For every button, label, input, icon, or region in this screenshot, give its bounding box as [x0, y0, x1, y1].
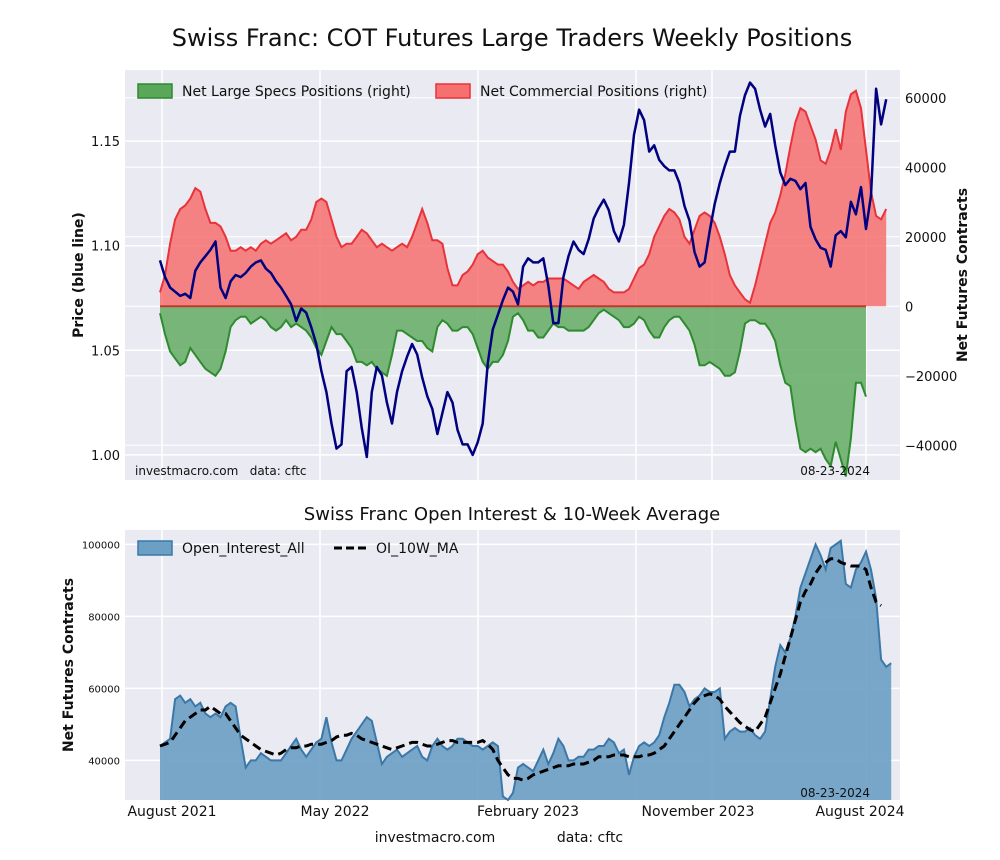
date-tick-2: February 2023 — [477, 804, 579, 820]
top-legend: Net Large Specs Positions (right) Net Co… — [137, 83, 707, 100]
price-line-group — [158, 81, 888, 459]
footer-source: investmacro.com — [375, 830, 495, 846]
oi-tick-labels: 40000 60000 80000 100000 — [82, 540, 120, 767]
contracts-tick-5: 60000 — [905, 92, 946, 107]
oi-tick-3: 100000 — [82, 540, 120, 551]
date-tick-3: November 2023 — [642, 804, 755, 820]
contracts-axis-label: Net Futures Contracts — [955, 188, 971, 362]
open-interest-area — [160, 540, 892, 800]
open-interest-panel: 40000 60000 80000 100000 August 2021 May 202… — [61, 530, 905, 820]
bottom-legend: Open_Interest_All OI_10W_MA — [137, 540, 459, 557]
price-tick-3: 1.15 — [91, 135, 120, 150]
bottom-grid — [125, 530, 900, 800]
date-tick-4: August 2024 — [815, 804, 904, 820]
bottom-date-stamp: 08-23-2024 — [800, 786, 870, 800]
legend-oi-label: Open_Interest_All — [182, 541, 305, 557]
footer-data: data: cftc — [557, 830, 623, 846]
ma-line-group — [159, 557, 882, 782]
oi-axis-label: Net Futures Contracts — [61, 578, 77, 752]
price-tick-0: 1.00 — [91, 449, 120, 464]
date-tick-0: August 2021 — [127, 804, 216, 820]
legend-oi-swatch — [137, 540, 173, 556]
top-date-stamp: 08-23-2024 — [800, 464, 870, 478]
specs-area — [160, 306, 866, 477]
legend-specs-label: Net Large Specs Positions (right) — [182, 84, 411, 100]
price-tick-labels: 1.00 1.05 1.10 1.15 — [91, 135, 120, 464]
top-source-label: investmacro.com data: cftc — [135, 464, 307, 478]
top-grid — [125, 70, 900, 480]
price-line — [158, 81, 888, 459]
contracts-tick-2: 0 — [905, 300, 913, 315]
ma-line — [159, 557, 882, 782]
figure-title: Swiss Franc: COT Futures Large Traders W… — [172, 24, 852, 52]
oi-tick-1: 60000 — [88, 684, 120, 695]
price-axis-label: Price (blue line) — [71, 212, 87, 338]
specs-line — [159, 308, 867, 477]
cot-positions-panel: 1.00 1.05 1.10 1.15 −40000 −20000 0 20000 40000… — [71, 70, 971, 480]
open-interest-title: Swiss Franc Open Interest & 10-Week Aver… — [304, 504, 720, 525]
contracts-tick-4: 40000 — [905, 161, 946, 176]
oi-tick-0: 40000 — [88, 756, 120, 767]
date-tick-labels: August 2021 May 2022 February 2023 November… — [127, 804, 904, 820]
legend-commercial-label: Net Commercial Positions (right) — [480, 84, 707, 100]
price-tick-1: 1.05 — [91, 344, 120, 359]
commercial-area — [160, 90, 887, 307]
open-interest-line — [159, 539, 892, 802]
price-tick-2: 1.10 — [91, 240, 120, 255]
contracts-tick-labels: −40000 −20000 0 20000 40000 60000 — [905, 92, 957, 454]
date-tick-1: May 2022 — [300, 804, 369, 820]
contracts-tick-3: 20000 — [905, 231, 946, 246]
contracts-tick-1: −20000 — [905, 370, 957, 385]
legend-commercial-swatch — [435, 83, 471, 99]
specs-area-group — [159, 306, 867, 477]
oi-tick-2: 80000 — [88, 612, 120, 623]
contracts-tick-0: −40000 — [905, 439, 957, 454]
commercial-area-group — [159, 89, 888, 308]
legend-specs-swatch — [137, 83, 173, 99]
legend-ma-label: OI_10W_MA — [376, 541, 459, 557]
commercial-line — [159, 89, 888, 305]
open-interest-area-group — [159, 539, 892, 802]
